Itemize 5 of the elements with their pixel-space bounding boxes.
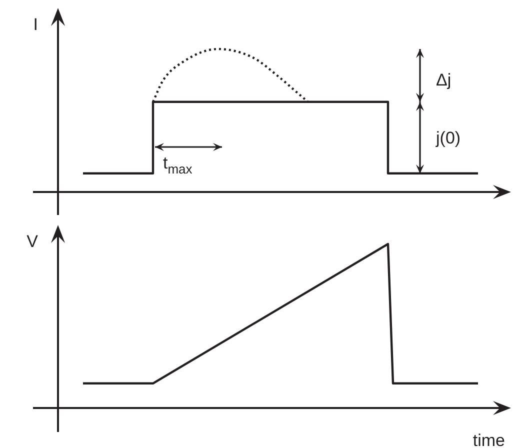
x-axis-title: time [472,431,506,448]
annotation: j(0) [435,128,461,148]
y-axis-title: I [33,15,38,34]
y-axis-title: V [26,232,39,251]
annotation: Δj [436,70,452,90]
